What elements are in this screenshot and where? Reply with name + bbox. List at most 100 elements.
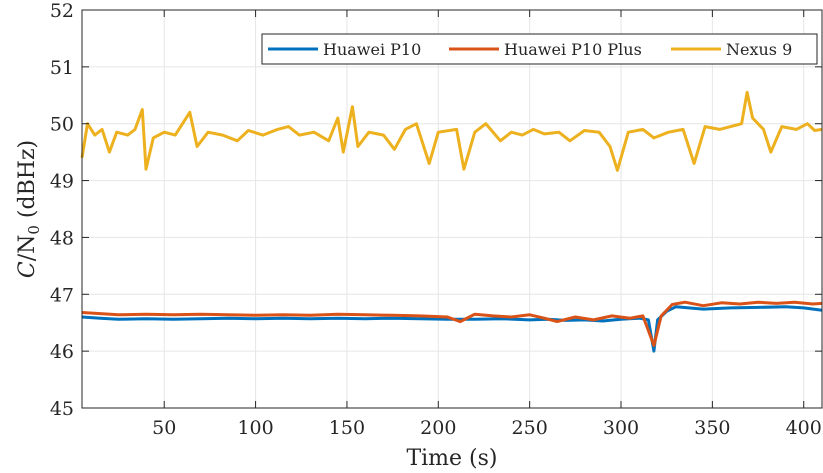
legend-label-huawei-p10-plus: Huawei P10 Plus	[504, 40, 642, 59]
data-point-nexus-9	[127, 134, 129, 136]
data-point-huawei-p10-plus	[255, 314, 257, 316]
data-point-nexus-9	[236, 140, 238, 142]
data-point-huawei-p10	[784, 306, 787, 308]
data-point-huawei-p10-plus	[117, 314, 120, 316]
data-point-nexus-9	[152, 137, 154, 139]
data-point-huawei-p10-plus	[574, 316, 576, 318]
y-axis-title-sub: 0	[25, 225, 43, 235]
x-tick-label: 400	[786, 417, 822, 439]
data-point-huawei-p10-plus	[145, 313, 147, 315]
x-tick-label: 50	[152, 417, 176, 439]
data-point-huawei-p10-plus	[556, 321, 558, 323]
data-point-huawei-p10-plus	[459, 321, 461, 323]
y-axis-title-c: C	[15, 261, 40, 278]
data-point-nexus-9	[741, 123, 743, 125]
x-tick-label: 300	[603, 417, 639, 439]
data-point-nexus-9	[730, 126, 732, 128]
data-point-nexus-9	[583, 129, 586, 132]
data-point-nexus-9	[814, 129, 816, 132]
data-point-huawei-p10	[392, 317, 394, 319]
data-point-nexus-9	[609, 145, 611, 148]
data-point-nexus-9	[746, 91, 748, 93]
data-point-nexus-9	[94, 134, 96, 136]
data-point-huawei-p10	[419, 318, 421, 320]
data-point-nexus-9	[189, 111, 191, 113]
data-point-nexus-9	[485, 123, 487, 125]
data-point-nexus-9	[806, 123, 809, 125]
data-point-nexus-9	[456, 128, 458, 130]
data-point-huawei-p10-plus	[309, 314, 311, 316]
data-point-nexus-9	[653, 137, 655, 139]
data-point-huawei-p10-plus	[642, 315, 644, 317]
data-point-huawei-p10	[474, 318, 476, 320]
data-point-nexus-9	[704, 126, 706, 128]
data-point-nexus-9	[762, 128, 765, 130]
data-point-nexus-9	[101, 128, 103, 130]
y-tick-label: 49	[50, 171, 74, 193]
data-point-huawei-p10-plus	[227, 314, 229, 316]
x-axis-title: Time (s)	[406, 446, 497, 471]
y-tick-label: 51	[50, 57, 74, 79]
data-point-huawei-p10-plus	[653, 344, 655, 347]
data-point-nexus-9	[532, 128, 534, 130]
data-point-huawei-p10-plus	[510, 316, 512, 318]
x-tick-label: 350	[694, 417, 730, 439]
data-point-huawei-p10	[730, 307, 732, 309]
data-point-nexus-9	[247, 129, 249, 132]
y-tick-label: 48	[50, 227, 74, 249]
data-point-nexus-9	[163, 131, 165, 133]
data-point-nexus-9	[368, 131, 370, 133]
data-point-nexus-9	[770, 151, 772, 153]
data-point-huawei-p10-plus	[529, 314, 531, 316]
x-tick-label: 100	[237, 417, 273, 439]
data-point-nexus-9	[521, 134, 523, 136]
data-point-huawei-p10-plus	[629, 317, 631, 319]
legend-label-huawei-p10: Huawei P10	[323, 40, 421, 59]
data-point-huawei-p10-plus	[812, 303, 814, 305]
data-point-huawei-p10	[620, 318, 622, 320]
data-point-nexus-9	[393, 148, 395, 150]
x-tick-label: 200	[420, 417, 456, 439]
data-point-huawei-p10-plus	[200, 313, 202, 315]
data-point-nexus-9	[499, 140, 501, 142]
data-point-huawei-p10-plus	[739, 303, 741, 305]
data-point-nexus-9	[781, 126, 783, 128]
data-point-nexus-9	[207, 131, 209, 133]
y-ticks: 45 46 47 48 49 50 51 52	[50, 0, 822, 420]
data-point-huawei-p10	[172, 318, 174, 320]
data-point-huawei-p10-plus	[474, 313, 476, 315]
data-point-huawei-p10	[657, 319, 659, 321]
data-point-huawei-p10-plus	[720, 302, 723, 304]
y-tick-label: 52	[50, 0, 74, 22]
data-point-nexus-9	[543, 133, 545, 135]
data-point-nexus-9	[174, 134, 176, 136]
data-point-huawei-p10-plus	[364, 314, 366, 316]
data-point-huawei-p10-plus	[757, 301, 759, 303]
data-point-huawei-p10	[446, 318, 448, 320]
grid	[82, 9, 822, 409]
data-point-huawei-p10-plus	[660, 315, 662, 317]
data-point-nexus-9	[145, 168, 147, 170]
y-tick-label: 46	[50, 341, 74, 363]
data-point-huawei-p10-plus	[593, 319, 595, 321]
data-point-nexus-9	[351, 106, 353, 108]
data-point-huawei-p10	[529, 319, 531, 321]
data-point-nexus-9	[667, 131, 670, 133]
data-point-huawei-p10-plus	[702, 305, 704, 307]
y-tick-label: 47	[50, 284, 74, 306]
data-point-huawei-p10	[282, 317, 284, 319]
data-point-nexus-9	[428, 162, 430, 165]
data-point-huawei-p10-plus	[446, 316, 448, 318]
data-point-nexus-9	[342, 151, 344, 153]
data-point-huawei-p10-plus	[419, 315, 421, 317]
data-point-nexus-9	[510, 131, 512, 133]
data-point-nexus-9	[337, 117, 339, 119]
data-point-huawei-p10	[675, 306, 677, 308]
series-lines	[80, 90, 823, 353]
data-point-huawei-p10	[117, 318, 120, 320]
data-point-huawei-p10-plus	[775, 302, 777, 304]
data-point-nexus-9	[357, 145, 359, 148]
data-point-huawei-p10-plus	[282, 314, 284, 316]
data-point-huawei-p10-plus	[392, 314, 394, 316]
data-point-huawei-p10-plus	[99, 313, 101, 315]
